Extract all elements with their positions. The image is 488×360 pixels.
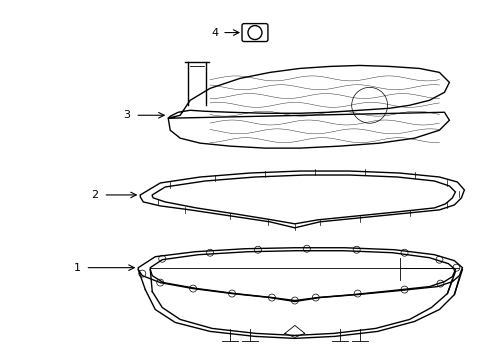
Text: 1: 1 xyxy=(73,263,81,273)
Text: 2: 2 xyxy=(91,190,98,200)
Text: 4: 4 xyxy=(210,28,218,37)
Text: 3: 3 xyxy=(123,110,130,120)
